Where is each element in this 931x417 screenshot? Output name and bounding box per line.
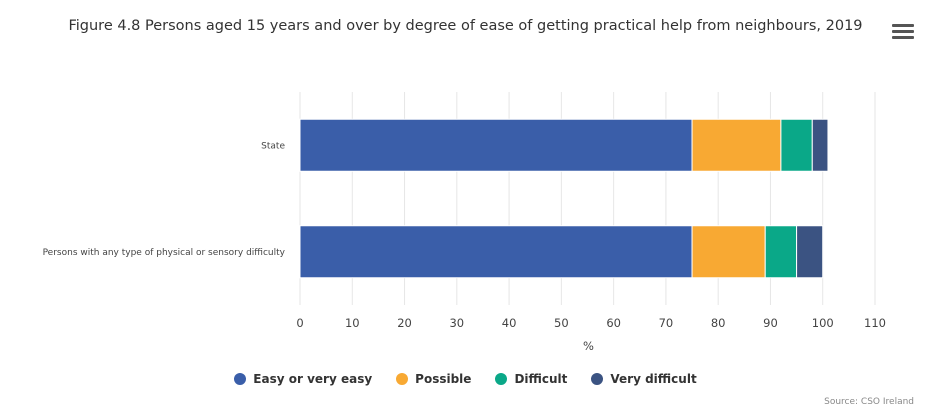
chart-title: Figure 4.8 Persons aged 15 years and ove…	[68, 18, 863, 34]
x-tick-label: 110	[864, 316, 886, 330]
chart-menu-icon[interactable]	[892, 24, 914, 40]
source-credit: Source: CSO Ireland	[824, 397, 914, 407]
x-tick-label: 10	[345, 316, 360, 330]
bar-segment	[691, 118, 782, 172]
x-tick-label: 60	[606, 316, 621, 330]
bar-segment	[764, 225, 798, 279]
x-tick-label: 90	[763, 316, 778, 330]
bar-segment	[780, 118, 813, 172]
legend-swatch	[396, 373, 409, 385]
bar-segment	[811, 118, 829, 172]
legend-item[interactable]: Difficult	[495, 372, 567, 386]
x-tick-label: 80	[711, 316, 726, 330]
legend-swatch	[591, 373, 604, 385]
category-label: Persons with any type of physical or sen…	[43, 248, 286, 258]
x-tick-label: 30	[449, 316, 464, 330]
x-tick-label: 100	[812, 316, 834, 330]
legend-swatch	[495, 373, 508, 385]
legend-label: Possible	[415, 372, 472, 386]
bar-segment	[299, 118, 693, 172]
x-tick-label: 0	[296, 316, 303, 330]
legend-label: Easy or very easy	[253, 372, 373, 386]
chart-legend: Easy or very easy Possible Difficult Very d…	[0, 372, 931, 386]
x-tick-label: 50	[554, 316, 569, 330]
x-tick-label: 70	[659, 316, 674, 330]
legend-label: Difficult	[514, 372, 568, 386]
category-label: State	[261, 141, 285, 151]
bar-segment	[299, 225, 693, 279]
legend-item[interactable]: Very difficult	[591, 372, 697, 386]
x-tick-label: 20	[397, 316, 412, 330]
legend-label: Very difficult	[610, 372, 697, 386]
x-axis-title: %	[583, 339, 594, 353]
bar-segment	[796, 225, 824, 279]
x-tick-label: 40	[502, 316, 517, 330]
legend-item[interactable]: Possible	[396, 372, 471, 386]
legend-swatch	[234, 373, 247, 385]
legend-item[interactable]: Easy or very easy	[234, 372, 372, 386]
bar-segment	[691, 225, 766, 279]
